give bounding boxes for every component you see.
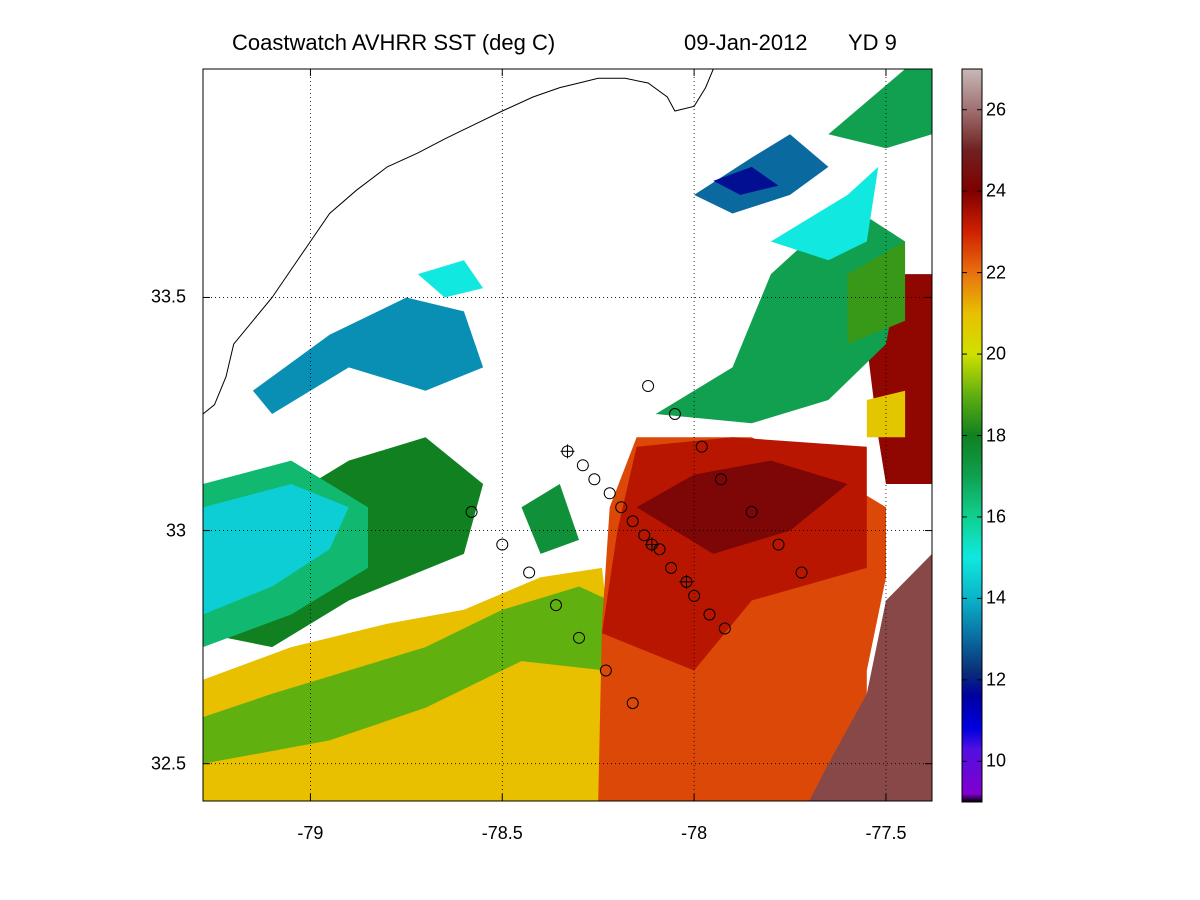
station-marker <box>573 631 586 644</box>
map-title-date: 09-Jan-2012 <box>684 30 808 55</box>
station-marker <box>718 622 731 635</box>
station-marker <box>465 505 478 518</box>
station-marker <box>626 697 639 710</box>
station-marker <box>496 538 509 551</box>
station-marker <box>653 543 666 556</box>
colorbar-tick-label: 16 <box>986 506 1007 527</box>
map-title-product: Coastwatch AVHRR SST (deg C) <box>232 30 556 55</box>
station-marker <box>642 380 655 393</box>
axis-ticks <box>203 69 932 801</box>
colorbar-ticks <box>962 109 982 762</box>
colorbar-tick-label: 24 <box>986 180 1007 201</box>
station-marker <box>772 538 785 551</box>
colorbar-tick-label: 10 <box>986 750 1007 771</box>
station-marker <box>549 599 562 612</box>
station-marker <box>688 589 701 602</box>
x-tick-label: -77.5 <box>865 823 907 843</box>
station-marker <box>638 529 651 542</box>
sst-region <box>713 166 779 195</box>
x-tick-label: -78 <box>681 823 708 843</box>
sst-region <box>252 297 484 414</box>
station-marker <box>588 473 601 486</box>
station-marker <box>795 566 808 579</box>
sst-region <box>636 460 848 554</box>
sst-region <box>770 166 879 261</box>
y-tick-label: 33 <box>165 520 186 541</box>
station-marker <box>599 664 612 677</box>
station-marker <box>603 487 616 500</box>
sst-region <box>203 484 349 615</box>
colorbar-tick-label: 26 <box>986 99 1007 120</box>
colorbar-tick-label: 12 <box>986 669 1007 690</box>
station-marker <box>523 566 536 579</box>
station-marker <box>695 440 708 453</box>
sst-region <box>809 553 932 801</box>
station-markers <box>465 380 808 710</box>
y-tick-label: 32.5 <box>150 753 186 774</box>
x-tick-label: -79 <box>297 823 324 843</box>
colorbar-tick-label: 18 <box>986 425 1007 445</box>
station-marker <box>626 515 639 528</box>
sst-region <box>655 204 906 424</box>
station-marker <box>714 473 727 486</box>
sst-region <box>847 241 906 345</box>
x-tick-label: -78.5 <box>481 823 523 843</box>
colorbar-tick-label: 20 <box>986 343 1007 364</box>
coastline <box>203 69 714 415</box>
y-tick-label: 33.5 <box>150 286 186 307</box>
graticule <box>203 69 932 801</box>
sst-region <box>521 484 579 554</box>
station-marker <box>668 408 681 421</box>
station-marker <box>615 501 628 514</box>
sst-region <box>828 69 932 149</box>
station-marker <box>703 608 716 621</box>
coastline-path <box>203 69 714 415</box>
station-marker <box>665 561 678 574</box>
sst-field-layer <box>203 69 932 801</box>
colorbar-tick-label: 22 <box>986 262 1007 283</box>
colorbar-tick-label: 14 <box>986 587 1007 608</box>
map-title-yearday: YD 9 <box>848 30 897 55</box>
station-marker <box>745 505 758 518</box>
sst-region <box>417 260 484 298</box>
map-frame <box>202 68 933 802</box>
station-marker <box>576 459 589 472</box>
sst-region <box>203 586 610 764</box>
